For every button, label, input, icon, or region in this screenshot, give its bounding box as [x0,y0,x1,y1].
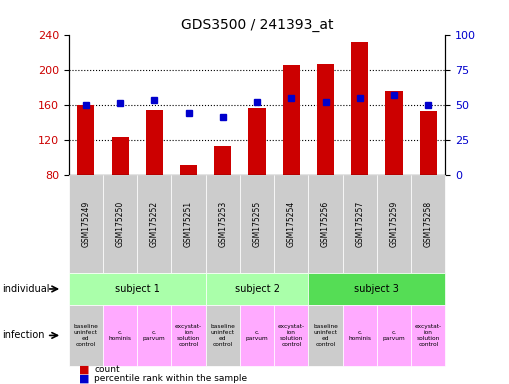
Text: GSM175250: GSM175250 [116,200,125,247]
Title: GDS3500 / 241393_at: GDS3500 / 241393_at [181,18,333,32]
Text: baseline
uninfect
ed
control: baseline uninfect ed control [210,324,235,347]
Text: c.
parvum: c. parvum [143,330,166,341]
Text: GSM175252: GSM175252 [150,200,159,247]
Bar [385,91,403,175]
Bar [214,146,232,175]
Text: GSM175258: GSM175258 [424,200,433,247]
Text: subject 2: subject 2 [235,284,279,294]
Text: GSM175249: GSM175249 [81,200,90,247]
Text: c.
hominis: c. hominis [348,330,371,341]
Text: GSM175256: GSM175256 [321,200,330,247]
Text: subject 3: subject 3 [354,284,400,294]
Bar [180,165,197,175]
Text: GSM175259: GSM175259 [389,200,399,247]
Bar [77,104,94,175]
Text: count: count [94,365,120,374]
Text: GSM175251: GSM175251 [184,200,193,247]
Text: c.
parvum: c. parvum [246,330,268,341]
Bar [146,110,163,175]
Text: excystat-
ion
solution
control: excystat- ion solution control [415,324,442,347]
Text: excystat-
ion
solution
control: excystat- ion solution control [175,324,202,347]
Text: excystat-
ion
solution
control: excystat- ion solution control [278,324,305,347]
Bar [282,65,300,175]
Bar [420,111,437,175]
Text: c.
parvum: c. parvum [383,330,405,341]
Text: GSM175254: GSM175254 [287,200,296,247]
Bar [248,108,266,175]
Text: individual: individual [3,284,50,294]
Text: c.
hominis: c. hominis [108,330,132,341]
Text: baseline
uninfect
ed
control: baseline uninfect ed control [313,324,338,347]
Text: GSM175257: GSM175257 [355,200,364,247]
Text: GSM175255: GSM175255 [252,200,262,247]
Text: ■: ■ [79,364,90,374]
Text: subject 1: subject 1 [115,284,160,294]
Text: ■: ■ [79,373,90,383]
Text: percentile rank within the sample: percentile rank within the sample [94,374,247,383]
Text: GSM175253: GSM175253 [218,200,228,247]
Bar [317,65,334,175]
Bar [351,43,369,175]
Text: baseline
uninfect
ed
control: baseline uninfect ed control [73,324,98,347]
Text: infection: infection [3,330,45,341]
Bar [111,137,129,175]
